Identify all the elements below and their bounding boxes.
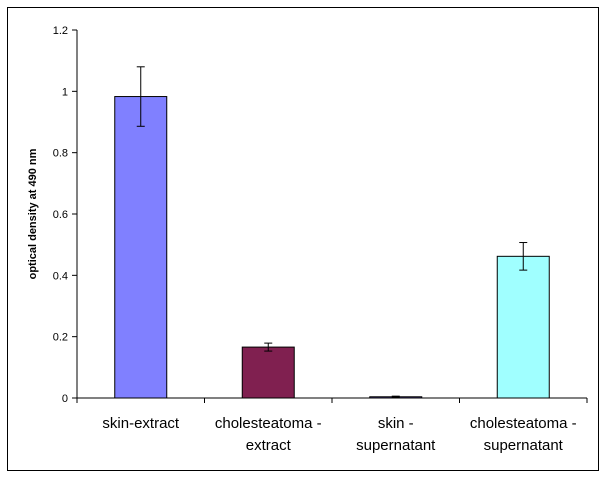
bar-1 — [241, 346, 295, 399]
error-bar-0 — [136, 66, 145, 127]
error-bars — [136, 66, 528, 398]
x-category-label: cholesteatoma -extract — [215, 415, 322, 454]
x-category-label: cholesteatoma -supernatant — [470, 415, 577, 454]
y-tick-label: 0.6 — [53, 209, 68, 221]
y-tick-label: 0 — [62, 393, 68, 405]
x-axis-labels: skin-extract cholesteatoma -extract skin -… — [102, 415, 576, 454]
bar-3 — [496, 255, 550, 399]
y-tick-label: 0.2 — [53, 332, 68, 344]
y-axis-ticks: 0 0.2 0.4 0.6 0.8 1 1.2 — [53, 25, 77, 405]
y-tick-label: 0.4 — [53, 270, 68, 282]
y-tick-label: 1 — [62, 86, 68, 98]
bar-0 — [114, 96, 168, 399]
y-tick-label: 1.2 — [53, 25, 68, 37]
error-bar-2 — [391, 395, 400, 398]
x-category-label: skin -supernatant — [356, 415, 436, 454]
y-axis-title: optical density at 490 nm — [27, 148, 39, 279]
error-bar-1 — [264, 342, 273, 352]
y-tick-label: 0.8 — [53, 148, 68, 160]
error-bar-3 — [519, 242, 528, 271]
x-category-label: skin-extract — [102, 415, 180, 432]
bars — [114, 96, 550, 399]
